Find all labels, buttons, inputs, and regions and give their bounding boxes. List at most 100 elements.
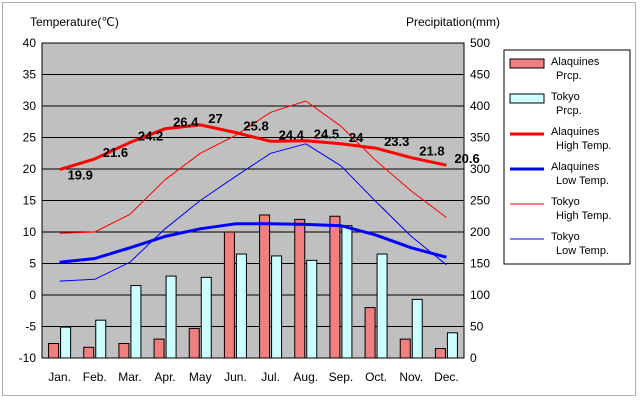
right-tick-label: 250 [470, 194, 490, 208]
left-axis-label: Temperature(℃) [30, 15, 119, 29]
right-axis-label: Precipitation(mm) [406, 15, 500, 29]
legend-box [503, 49, 631, 265]
precip-bar [259, 214, 271, 359]
data-label: 25.8 [243, 118, 268, 133]
legend-label: Tokyo [551, 91, 580, 103]
bar-series [48, 214, 458, 359]
line-series [59, 100, 447, 282]
data-label: 21.6 [103, 145, 128, 160]
right-tick-label: 350 [470, 131, 490, 145]
left-tick-label: 35 [23, 68, 37, 82]
precip-bar [235, 253, 247, 359]
precip-bar [411, 298, 423, 359]
precip-bar [130, 285, 142, 359]
left-tick-label: -5 [25, 320, 36, 334]
x-tick-label: Dec. [434, 370, 459, 384]
precip-bar [188, 327, 200, 359]
left-tick-label: 40 [23, 36, 37, 50]
x-tick-label: Apr. [154, 370, 175, 384]
legend-swatch [509, 58, 545, 69]
left-tick-label: 15 [23, 194, 37, 208]
legend: Alaquines Prcp. Tokyo Prcp. Alaquines High Te… [509, 56, 611, 257]
precip-bar [364, 307, 376, 359]
right-tick-label: 300 [470, 162, 490, 176]
x-tick-label: Feb. [83, 370, 107, 384]
x-tick-label: Jan. [48, 370, 71, 384]
precip-bar [399, 338, 411, 359]
legend-label: Tokyo [551, 231, 580, 243]
right-tick-label: 0 [470, 351, 477, 365]
left-tick-label: 0 [29, 288, 36, 302]
right-tick-label: 400 [470, 99, 490, 113]
left-tick-label: 5 [29, 257, 36, 271]
legend-label: Prcp. [556, 70, 582, 82]
chart-frame [2, 2, 636, 396]
data-label: 21.8 [419, 144, 444, 159]
precip-bar [83, 346, 95, 359]
legend-label: High Temp. [556, 210, 611, 222]
left-tick-label: 30 [23, 99, 37, 113]
temperature-line [59, 100, 447, 234]
left-tick-labels: 40 35 30 25 20 15 10 5 0 -5 -10 [19, 36, 37, 365]
data-label: 24.2 [138, 129, 163, 144]
temperature-line [59, 143, 447, 282]
right-tick-label: 450 [470, 68, 490, 82]
data-label: 23.3 [384, 134, 409, 149]
precip-bar [165, 275, 177, 359]
precip-bar [434, 348, 446, 359]
precip-bar [294, 218, 306, 359]
data-label: 24 [349, 130, 364, 145]
right-tick-label: 200 [470, 225, 490, 239]
x-tick-label: Oct. [365, 370, 387, 384]
legend-label: Low Temp. [556, 175, 609, 187]
data-label: 27 [208, 111, 222, 126]
right-tick-label: 50 [470, 320, 484, 334]
x-tick-label: Mar. [118, 370, 141, 384]
precip-bar [223, 231, 235, 359]
legend-label: Low Temp. [556, 245, 609, 257]
precip-bar [153, 338, 165, 359]
right-tick-label: 100 [470, 288, 490, 302]
x-tick-label: Jun. [224, 370, 247, 384]
precip-bar [306, 259, 318, 359]
legend-label: Prcp. [556, 105, 582, 117]
data-label: 26.4 [173, 115, 199, 130]
x-tick-label: Aug. [293, 370, 318, 384]
x-tick-labels: Jan. Feb. Mar. Apr. May Jun. Jul. Aug. Sep. Oct. N… [48, 370, 459, 384]
data-label: 24.5 [314, 127, 339, 142]
right-tick-label: 150 [470, 257, 490, 271]
precip-bar [200, 276, 212, 359]
precip-bar [271, 255, 283, 359]
x-tick-label: May [189, 370, 212, 384]
data-labels: 19.9 21.6 24.2 26.4 27 25.8 24.4 24.5 24 23.3 21.8… [68, 111, 480, 183]
data-label: 24.4 [279, 127, 305, 142]
x-tick-label: Jul. [261, 370, 280, 384]
precip-bar [376, 253, 388, 359]
left-tick-label: 20 [23, 162, 37, 176]
legend-label: High Temp. [556, 140, 611, 152]
left-tick-label: 10 [23, 225, 37, 239]
temperature-line [59, 123, 447, 172]
gridlines [42, 74, 464, 327]
x-tick-label: Nov. [399, 370, 423, 384]
legend-swatch [509, 93, 545, 104]
data-label: 20.6 [454, 151, 479, 166]
precip-bar [48, 343, 60, 359]
right-tick-label: 500 [470, 36, 490, 50]
legend-label: Tokyo [551, 196, 580, 208]
precip-bar [329, 215, 341, 359]
precip-bar [446, 332, 458, 359]
left-tick-label: 25 [23, 131, 37, 145]
data-label: 19.9 [68, 168, 93, 183]
temperature-line [59, 222, 447, 264]
left-tick-label: -10 [19, 351, 37, 365]
x-tick-label: Sep. [329, 370, 354, 384]
precip-bar [341, 225, 353, 359]
precip-bar [95, 319, 107, 359]
precip-bar [118, 343, 130, 359]
legend-label: Alaquines [551, 56, 600, 68]
legend-label: Alaquines [551, 161, 600, 173]
legend-label: Alaquines [551, 126, 600, 138]
